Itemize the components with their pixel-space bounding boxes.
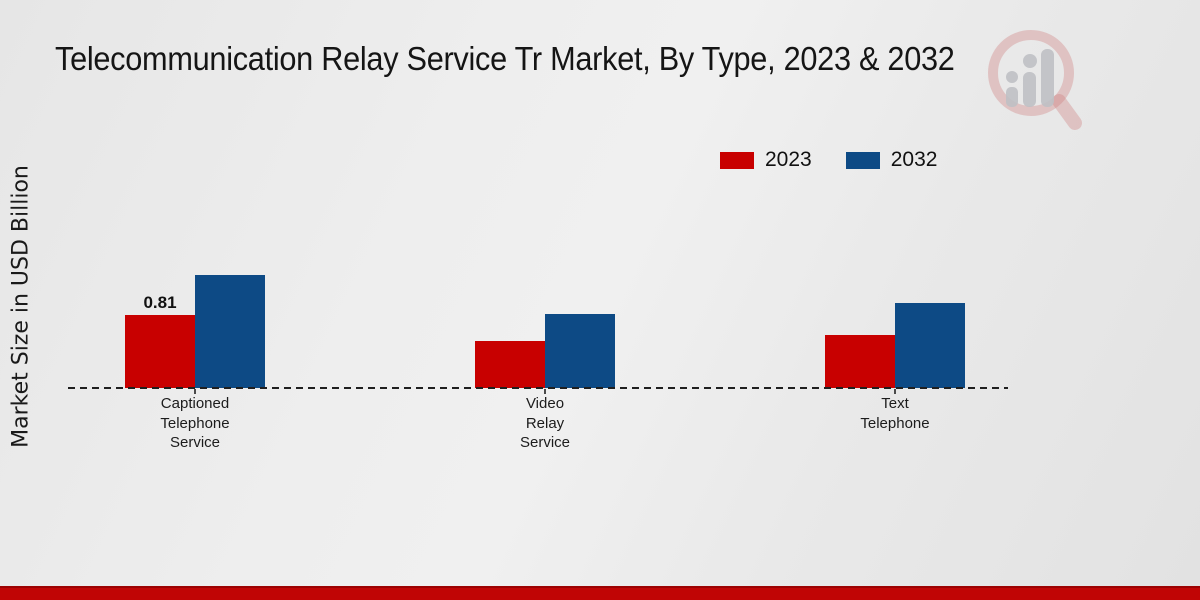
legend-label-2023: 2023 [765,148,812,171]
category-label: Video Relay Service [519,395,571,451]
x-axis-tick [544,389,546,394]
bar-2032-1[interactable] [195,275,265,388]
legend: 2023 2032 [720,148,937,172]
bar-2032-3[interactable] [895,303,965,388]
y-axis-label: Market Size in USD Billion [8,165,34,448]
footer-accent-bar [0,586,1200,600]
x-axis-baseline [68,387,1008,389]
category-label: Text Telephone [860,395,930,432]
legend-item-2023[interactable]: 2023 [720,148,812,172]
bar-value-label: 0.81 [143,293,177,312]
category-label: Captioned Telephone Service [160,395,230,451]
magnifier-bar-chart-logo-icon [988,30,1082,130]
legend-label-2032: 2032 [890,148,938,171]
x-axis-tick [194,389,196,394]
legend-swatch-2023 [720,151,754,169]
bar-2023-3[interactable] [825,335,895,388]
legend-swatch-2032 [845,151,880,169]
bar-2023-1[interactable] [125,315,195,388]
bar-2032-2[interactable] [545,314,615,388]
chart-title: Telecommunication Relay Service Tr Marke… [55,40,955,77]
legend-item-2032[interactable]: 2032 [845,148,938,172]
x-axis-tick [894,389,896,394]
bar-2023-2[interactable] [475,341,545,388]
